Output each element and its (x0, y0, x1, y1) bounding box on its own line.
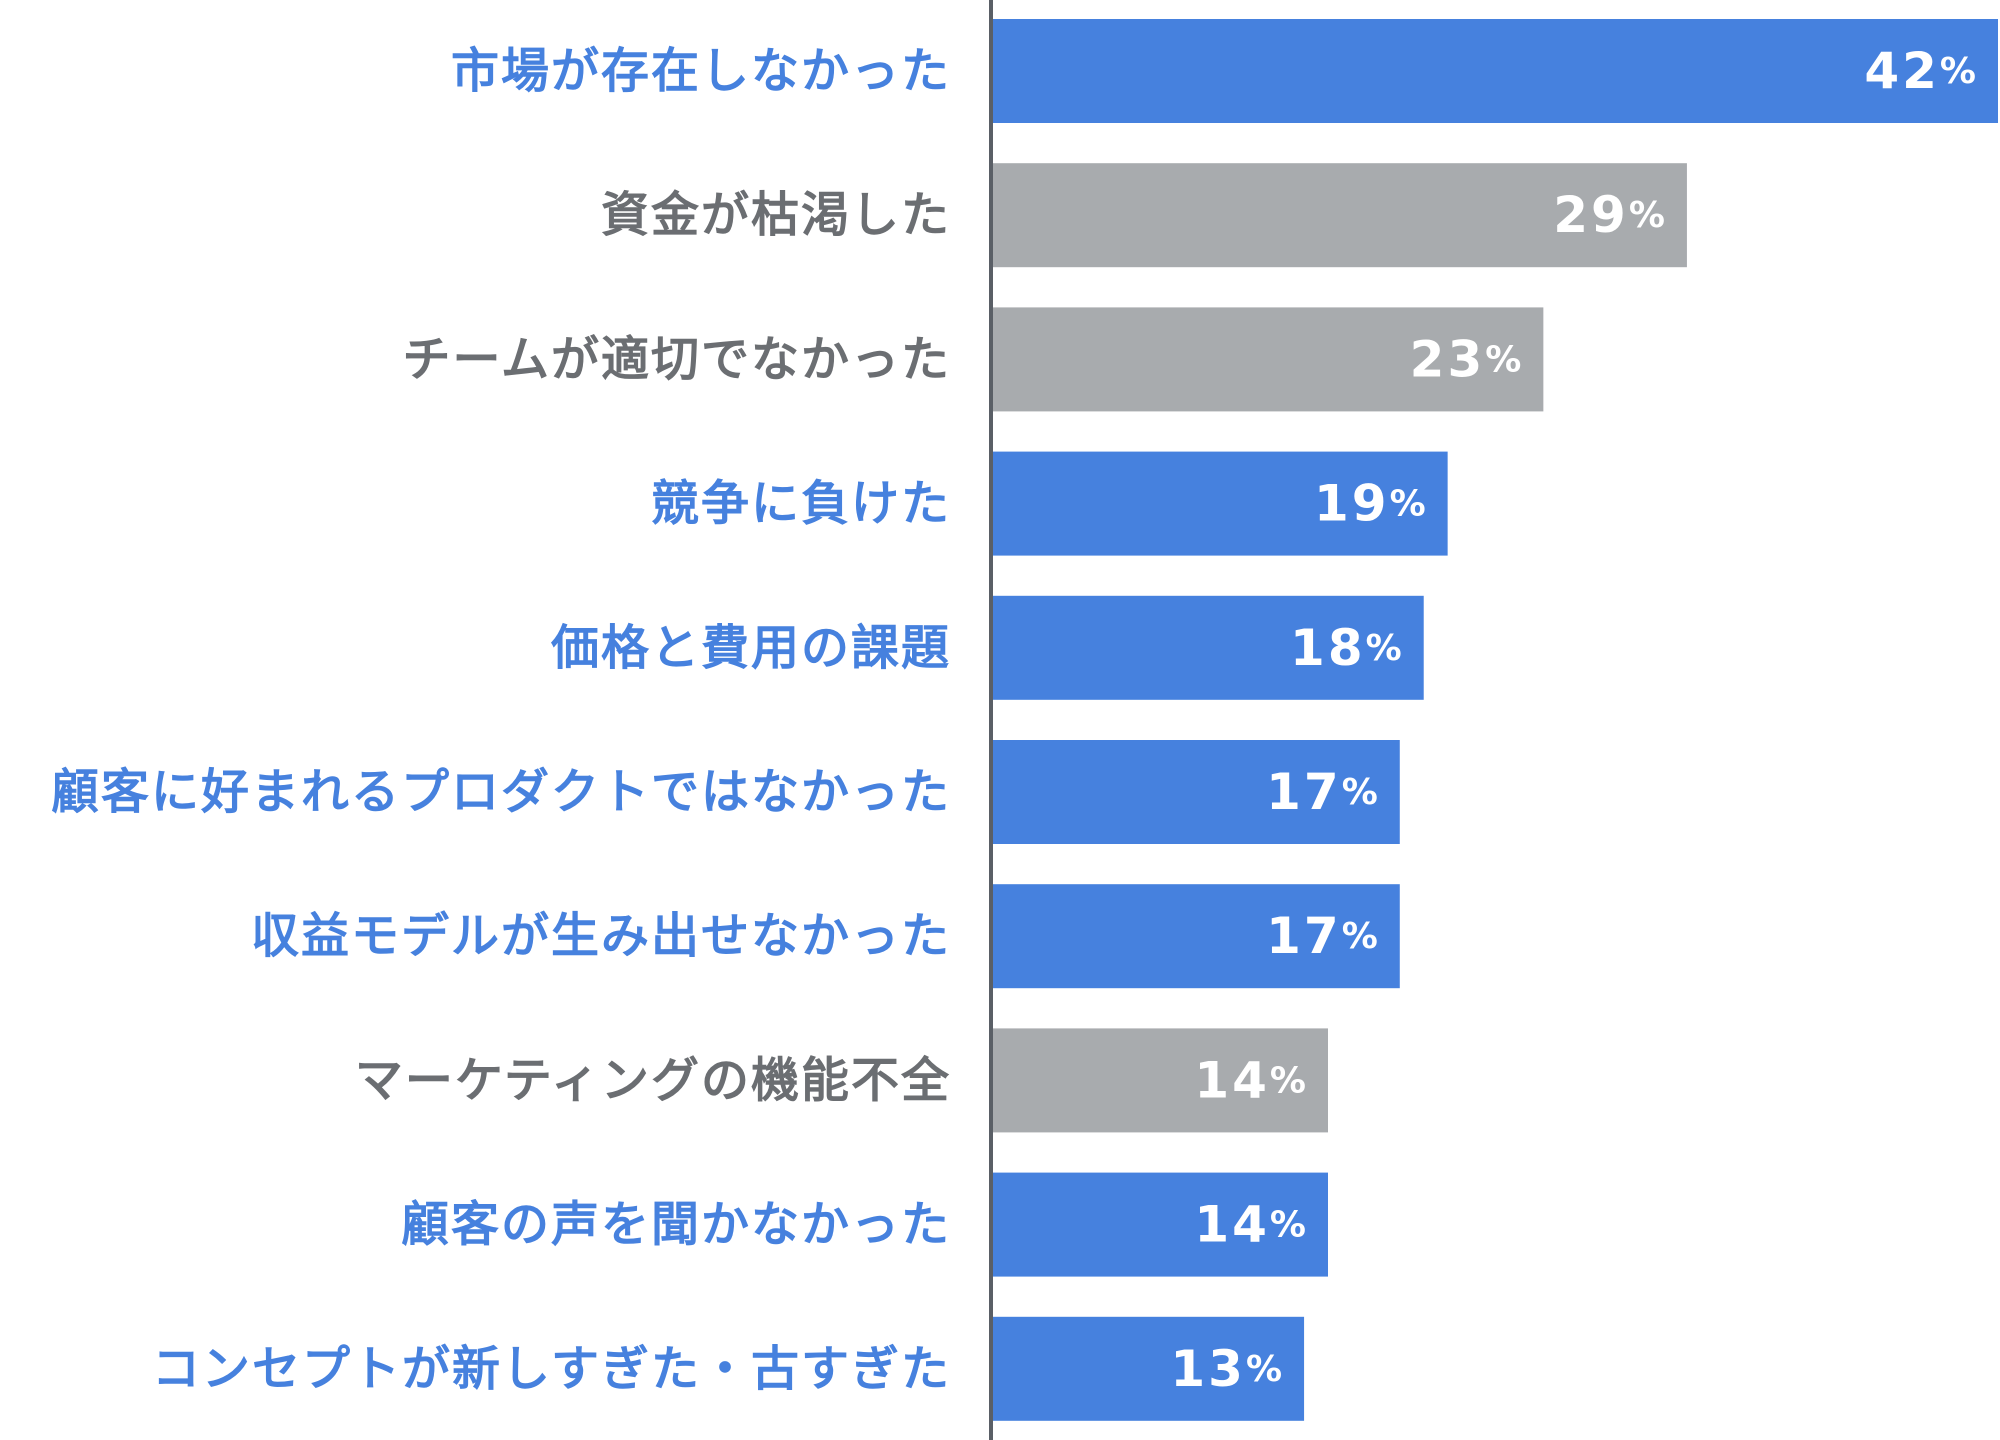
value-label: 19% (1314, 475, 1426, 533)
value-label: 14% (1194, 1051, 1306, 1109)
value-label: 17% (1266, 763, 1378, 821)
bar (993, 1316, 1305, 1421)
bar (993, 19, 1998, 123)
category-label: チームが適切でなかった (402, 331, 951, 387)
value-label: 42% (1864, 42, 1976, 100)
category-label: マーケティングの機能不全 (355, 1052, 951, 1108)
value-label: 29% (1553, 186, 1665, 244)
category-label: 顧客の声を聞かなかった (401, 1197, 951, 1253)
bar (993, 1172, 1328, 1277)
category-label: 顧客に好まれるプロダクトではなかった (51, 764, 951, 820)
bar (993, 884, 1400, 989)
bar (993, 595, 1424, 700)
bar (993, 163, 1687, 268)
value-label: 14% (1194, 1196, 1306, 1254)
value-label: 17% (1266, 907, 1378, 965)
bar (993, 451, 1448, 556)
bar (993, 1028, 1328, 1133)
category-label: 市場が存在しなかった (451, 43, 951, 99)
category-label: コンセプトが新しすぎた・古すぎた (152, 1341, 951, 1397)
value-label: 23% (1410, 330, 1522, 388)
category-label: 資金が枯渇した (601, 187, 951, 243)
bar (993, 740, 1400, 844)
category-label: 競争に負けた (651, 476, 951, 532)
value-label: 18% (1290, 619, 1402, 677)
bar (993, 307, 1544, 412)
category-label: 価格と費用の課題 (550, 620, 951, 676)
value-label: 13% (1170, 1340, 1282, 1398)
category-label: 収益モデルが生み出せなかった (251, 908, 951, 964)
